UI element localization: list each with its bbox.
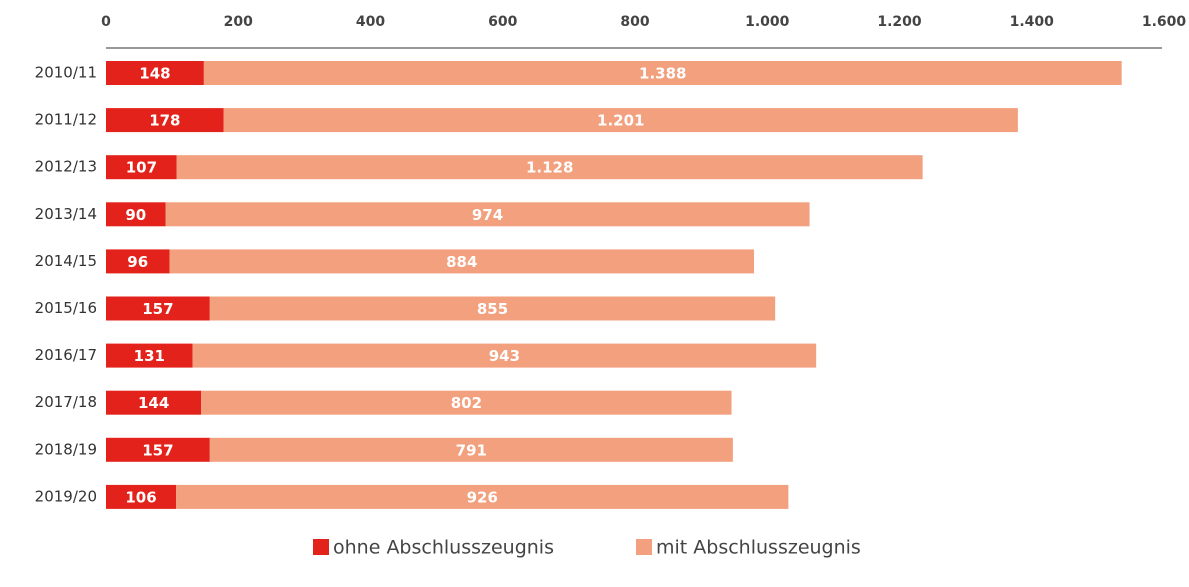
value-label: 148: [139, 65, 170, 83]
y-tick-label: 2014/15: [35, 252, 97, 270]
legend-label: ohne Abschlusszeugnis: [333, 537, 554, 559]
bar-segment: [223, 108, 1018, 133]
y-tick-label: 2015/16: [35, 299, 97, 317]
x-tick-label: 1.000: [745, 14, 790, 30]
value-label: 178: [149, 112, 180, 130]
x-tick-label: 200: [224, 14, 253, 30]
value-label: 884: [446, 253, 477, 271]
y-tick-label: 2013/14: [35, 205, 97, 223]
bar-segment: [209, 296, 776, 321]
value-label: 1.201: [597, 112, 644, 130]
bar-segment: [106, 343, 193, 368]
value-label: 107: [126, 159, 157, 177]
x-tick-label: 1.200: [877, 14, 922, 30]
legend-swatch: [313, 539, 329, 555]
bar-segment: [169, 249, 755, 274]
value-label: 157: [142, 300, 173, 318]
value-label: 802: [451, 394, 482, 412]
bar-segment: [106, 390, 202, 415]
bar-segment: [106, 155, 177, 180]
bar-segment: [201, 390, 732, 415]
bar-segment: [106, 437, 210, 462]
bar-segment: [192, 343, 817, 368]
x-tick-label: 0: [101, 14, 111, 30]
bar-segment: [203, 61, 1122, 85]
value-label: 96: [127, 253, 148, 271]
bar-segment: [106, 61, 204, 85]
y-tick-label: 2019/20: [35, 487, 97, 505]
y-tick-label: 2017/18: [35, 393, 97, 411]
bar-segment: [106, 249, 170, 274]
x-tick-label: 400: [356, 14, 385, 30]
bar-segment: [176, 155, 923, 180]
legend-swatch: [636, 539, 652, 555]
value-label: 144: [138, 394, 169, 412]
y-tick-label: 2016/17: [35, 346, 97, 364]
legend-label: mit Abschlusszeugnis: [656, 537, 861, 559]
value-label: 791: [456, 441, 487, 459]
y-tick-label: 2012/13: [35, 158, 97, 176]
value-label: 926: [467, 488, 498, 506]
value-label: 90: [125, 206, 146, 224]
bar-segment: [165, 202, 810, 227]
bar-segment: [176, 484, 789, 509]
value-label: 974: [472, 206, 503, 224]
bar-segment: [106, 202, 166, 227]
bar-segment: [106, 484, 177, 509]
bar-segment: [106, 108, 224, 133]
x-tick-label: 1.600: [1142, 14, 1187, 30]
value-label: 131: [134, 347, 165, 365]
value-label: 1.128: [526, 159, 573, 177]
bar-segment: [209, 437, 733, 462]
value-label: 157: [142, 441, 173, 459]
value-label: 943: [489, 347, 520, 365]
x-tick-label: 800: [620, 14, 649, 30]
value-label: 1.388: [639, 65, 686, 83]
x-tick-label: 1.400: [1010, 14, 1055, 30]
y-tick-label: 2010/11: [35, 64, 97, 82]
y-tick-label: 2018/19: [35, 440, 97, 458]
value-label: 106: [125, 488, 156, 506]
value-label: 855: [477, 300, 508, 318]
y-tick-label: 2011/12: [35, 111, 97, 129]
x-tick-label: 600: [488, 14, 517, 30]
bar-segment: [106, 296, 210, 321]
